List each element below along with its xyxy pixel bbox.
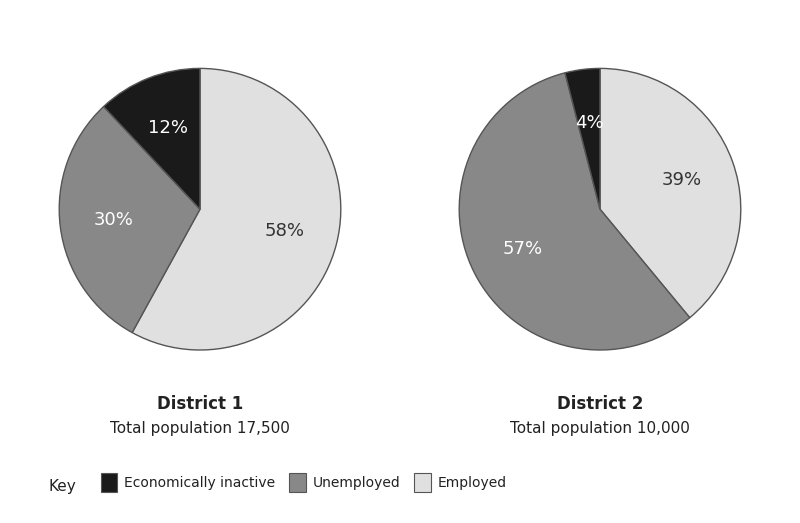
Wedge shape (132, 69, 341, 350)
Text: 30%: 30% (94, 211, 134, 229)
Text: 4%: 4% (574, 113, 603, 132)
Wedge shape (600, 69, 741, 317)
Text: Total population 17,500: Total population 17,500 (110, 421, 290, 436)
Wedge shape (459, 73, 690, 350)
Text: District 2: District 2 (557, 395, 643, 413)
Text: 39%: 39% (662, 170, 702, 189)
Text: 58%: 58% (265, 222, 305, 240)
Text: 57%: 57% (502, 240, 542, 258)
Legend: Economically inactive, Unemployed, Employed: Economically inactive, Unemployed, Emplo… (95, 467, 513, 498)
Text: 12%: 12% (148, 119, 188, 137)
Wedge shape (565, 69, 600, 209)
Text: Key: Key (48, 479, 76, 494)
Text: Total population 10,000: Total population 10,000 (510, 421, 690, 436)
Wedge shape (104, 69, 200, 209)
Text: District 1: District 1 (157, 395, 243, 413)
Wedge shape (59, 107, 200, 333)
